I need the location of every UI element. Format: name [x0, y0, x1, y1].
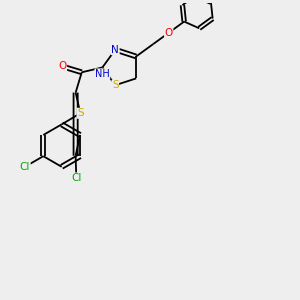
Text: N: N — [111, 45, 119, 55]
Text: S: S — [112, 80, 119, 90]
Text: O: O — [165, 28, 173, 38]
Text: Cl: Cl — [20, 162, 30, 172]
Text: NH: NH — [95, 69, 110, 79]
Text: S: S — [77, 108, 84, 118]
Text: Cl: Cl — [71, 173, 82, 183]
Text: O: O — [58, 61, 67, 71]
